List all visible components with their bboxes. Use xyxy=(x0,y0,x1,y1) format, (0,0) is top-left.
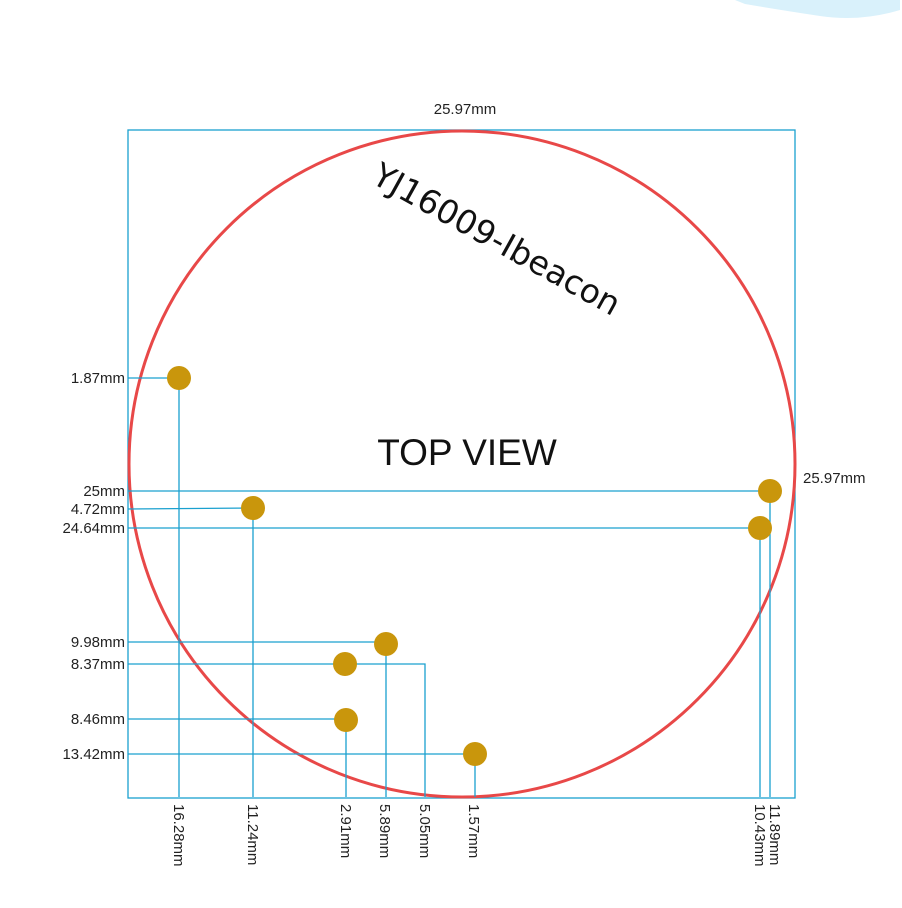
bottom-dim-label: 1.57mm xyxy=(465,804,482,858)
bottom-dim-label: 11.89mm xyxy=(766,804,783,865)
bottom-dim-label: 5.05mm xyxy=(416,804,433,858)
bottom-dim-label: 5.89mm xyxy=(376,804,393,858)
corner-watermark xyxy=(735,0,900,18)
bottom-dim-label: 11.24mm xyxy=(244,804,261,865)
pad-7-dimensions xyxy=(128,719,346,797)
pad-2 xyxy=(241,496,265,520)
left-dim-label: 9.98mm xyxy=(71,634,125,651)
left-dim-label: 8.46mm xyxy=(71,711,125,728)
bottom-dim-label: 2.91mm xyxy=(337,804,354,858)
board-title: YJ16009-Ibeacon xyxy=(365,154,627,323)
pad-8-dimensions xyxy=(128,754,475,797)
bottom-dim-label: 16.28mm xyxy=(170,804,187,867)
view-label: TOP VIEW xyxy=(377,432,557,473)
left-dim-label: 1.87mm xyxy=(71,370,125,387)
pad-6 xyxy=(333,652,357,676)
width-dimension-label: 25.97mm xyxy=(434,101,497,118)
pad-4-dimensions xyxy=(128,528,760,797)
pad-3 xyxy=(758,479,782,503)
left-dim-label: 8.37mm xyxy=(71,656,125,673)
height-dimension-label: 25.97mm xyxy=(803,470,866,487)
pad-1 xyxy=(167,366,191,390)
pad-5 xyxy=(374,632,398,656)
left-dim-label: 24.64mm xyxy=(62,520,125,537)
pad-6-dimensions xyxy=(128,664,425,797)
pad-3-dimensions xyxy=(128,491,770,797)
left-dim-label: 4.72mm xyxy=(71,501,125,518)
pad-7 xyxy=(334,708,358,732)
pad-8 xyxy=(463,742,487,766)
left-dim-label: 13.42mm xyxy=(62,746,125,763)
pad-4 xyxy=(748,516,772,540)
bottom-dim-label: 10.43mm xyxy=(751,804,768,867)
left-dim-label: 25mm xyxy=(83,483,125,500)
